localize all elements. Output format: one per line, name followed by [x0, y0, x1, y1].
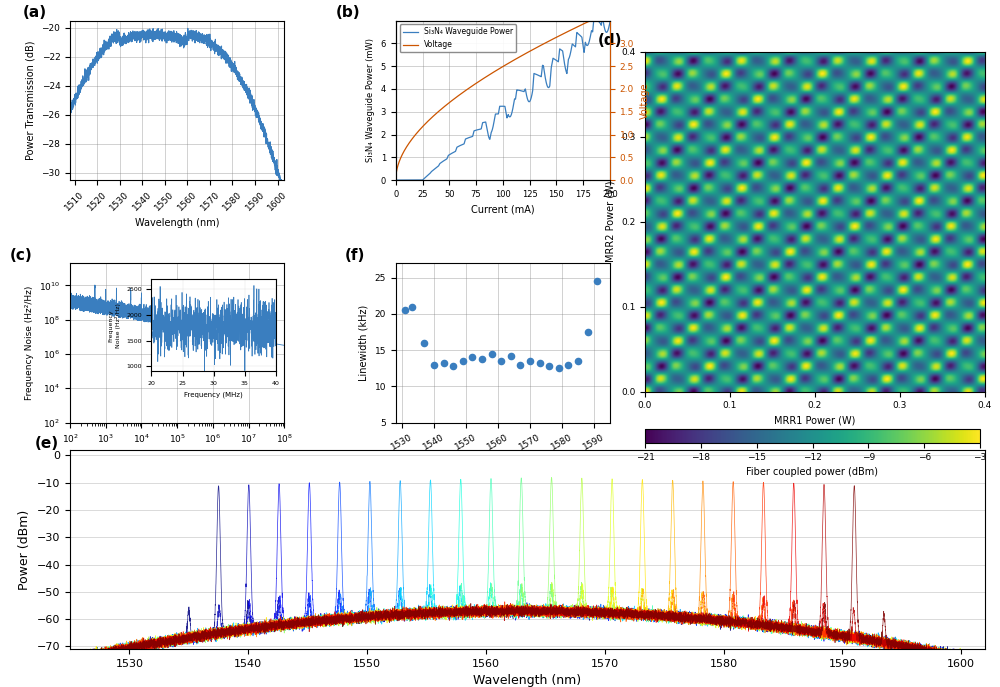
Voltage	[597, 16, 609, 25]
Y-axis label: MRR2 Power (W): MRR2 Power (W)	[605, 181, 615, 262]
X-axis label: MRR1 Power (W): MRR1 Power (W)	[774, 416, 856, 426]
Text: (f): (f)	[344, 248, 365, 263]
Si₃N₄ Waveguide Power	[604, 16, 616, 25]
Point	[484, 348, 500, 359]
Point	[426, 359, 442, 370]
Point	[560, 359, 576, 370]
Voltage	[587, 16, 599, 25]
Point	[532, 357, 548, 368]
Point	[503, 350, 519, 361]
Si₃N₄ Waveguide Power	[588, 16, 600, 25]
Point	[580, 326, 596, 337]
Point	[512, 359, 528, 370]
Text: (c): (c)	[10, 248, 33, 263]
Si₃N₄ Waveguide Power	[390, 176, 402, 184]
Point	[570, 355, 586, 366]
Line: Si₃N₄ Waveguide Power: Si₃N₄ Waveguide Power	[396, 21, 610, 180]
Line: Voltage: Voltage	[396, 21, 610, 180]
Point	[551, 363, 567, 374]
Point	[464, 352, 480, 363]
Voltage	[492, 66, 504, 74]
Y-axis label: Power (dBm): Power (dBm)	[18, 510, 31, 589]
X-axis label: Fiber coupled power (dBm): Fiber coupled power (dBm)	[746, 467, 879, 477]
Y-axis label: Power Transmission (dB): Power Transmission (dB)	[26, 41, 36, 160]
Point	[404, 301, 420, 312]
Text: (a): (a)	[23, 5, 47, 21]
Voltage	[545, 36, 557, 44]
Voltage	[390, 176, 402, 184]
Point	[436, 357, 452, 368]
X-axis label: Current (mA): Current (mA)	[471, 204, 535, 214]
Point	[455, 355, 471, 366]
X-axis label: Wavelength (nm): Wavelength (nm)	[461, 457, 545, 467]
Point	[522, 355, 538, 366]
Point	[397, 304, 413, 315]
Si₃N₄ Waveguide Power	[492, 110, 504, 118]
Voltage	[584, 16, 596, 25]
Legend: Si₃N₄ Waveguide Power, Voltage: Si₃N₄ Waveguide Power, Voltage	[400, 25, 516, 52]
Si₃N₄ Waveguide Power	[481, 128, 493, 136]
Voltage	[604, 16, 616, 25]
X-axis label: Wavelength (nm): Wavelength (nm)	[473, 675, 582, 687]
Text: (d): (d)	[597, 33, 622, 48]
Voltage	[481, 72, 493, 80]
Y-axis label: Voltage: Voltage	[640, 82, 650, 119]
Si₃N₄ Waveguide Power	[587, 27, 599, 35]
X-axis label: Frequency (Hz): Frequency (Hz)	[140, 450, 214, 460]
Point	[474, 353, 490, 364]
Point	[541, 361, 557, 372]
Si₃N₄ Waveguide Power	[545, 63, 557, 71]
Point	[416, 337, 432, 348]
Point	[589, 275, 605, 286]
Y-axis label: Frequency Noise (Hz²/Hz): Frequency Noise (Hz²/Hz)	[25, 286, 34, 400]
Text: (e): (e)	[35, 436, 59, 451]
Point	[493, 355, 509, 366]
Si₃N₄ Waveguide Power	[480, 118, 492, 126]
Point	[445, 361, 461, 372]
Si₃N₄ Waveguide Power	[597, 19, 609, 27]
Y-axis label: Linewidth (kHz): Linewidth (kHz)	[359, 304, 369, 381]
Text: (b): (b)	[336, 5, 360, 21]
Y-axis label: Si₃N₄ Waveguide Power (mW): Si₃N₄ Waveguide Power (mW)	[366, 38, 375, 162]
X-axis label: Wavelength (nm): Wavelength (nm)	[135, 218, 219, 228]
Voltage	[480, 73, 492, 81]
